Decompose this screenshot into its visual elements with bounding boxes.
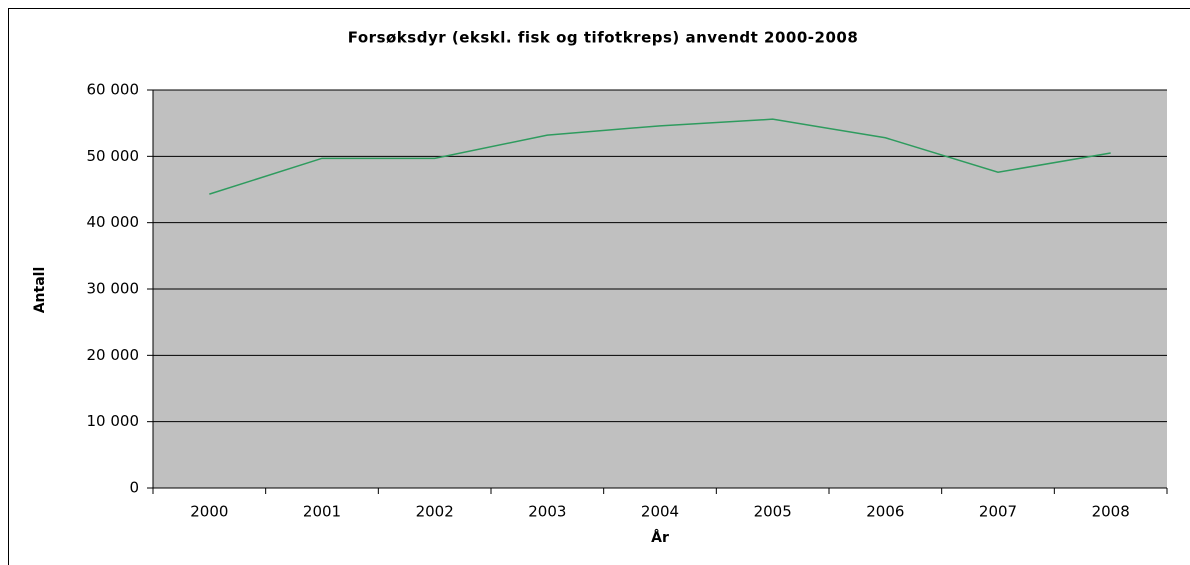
y-tick-label: 20 000 <box>87 346 140 364</box>
y-tick-label: 0 <box>129 479 139 497</box>
x-tick-label: 2007 <box>979 503 1017 521</box>
chart-title: Forsøksdyr (ekskl. fisk og tifotkreps) a… <box>348 29 859 47</box>
y-axis-label: Antall <box>32 267 48 314</box>
y-tick-label: 40 000 <box>87 213 140 231</box>
x-tick-label: 2001 <box>303 503 341 521</box>
y-tick-label: 60 000 <box>87 81 140 99</box>
x-tick-label: 2005 <box>754 503 792 521</box>
y-tick-label: 50 000 <box>87 147 140 165</box>
x-tick-label: 2006 <box>866 503 904 521</box>
x-tick-label: 2000 <box>190 503 228 521</box>
x-tick-label: 2002 <box>416 503 454 521</box>
x-tick-label: 2003 <box>528 503 566 521</box>
y-tick-label: 10 000 <box>87 412 140 430</box>
x-tick-label: 2008 <box>1092 503 1130 521</box>
y-tick-label: 30 000 <box>87 280 140 298</box>
x-tick-label: 2004 <box>641 503 679 521</box>
x-axis-label: År <box>651 529 669 546</box>
data-line <box>209 118 1111 195</box>
